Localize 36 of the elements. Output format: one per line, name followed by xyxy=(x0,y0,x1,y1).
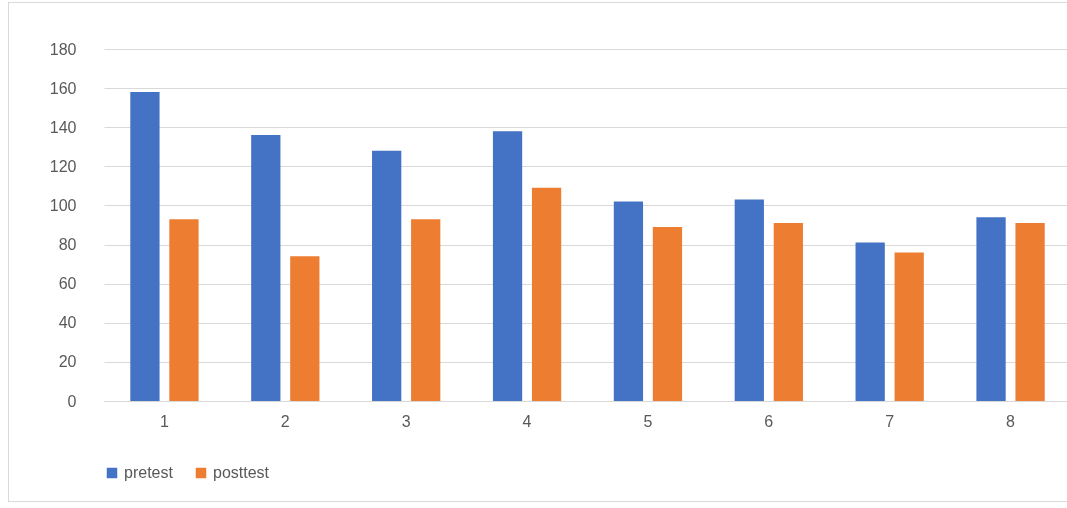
y-tick-label: 140 xyxy=(49,118,77,136)
y-tick-label: 120 xyxy=(49,157,77,175)
y-tick-label: 180 xyxy=(49,40,77,58)
bar xyxy=(613,201,644,401)
x-tick-label: 4 xyxy=(522,412,532,430)
legend-label: pretest xyxy=(124,464,174,481)
bar xyxy=(894,252,924,401)
y-tick-label: 40 xyxy=(58,314,77,332)
x-tick-label: 6 xyxy=(764,412,774,430)
x-tick-label: 2 xyxy=(280,412,290,430)
x-tick-label: 5 xyxy=(643,412,653,430)
x-tick-label: 7 xyxy=(885,412,895,430)
y-tick-label: 0 xyxy=(67,392,77,410)
bar xyxy=(734,199,764,401)
bar xyxy=(251,135,281,401)
bar xyxy=(773,223,803,401)
bar xyxy=(976,217,1006,401)
bar xyxy=(130,92,160,401)
x-tick-label: 1 xyxy=(159,412,169,430)
bar xyxy=(169,219,199,401)
legend-label: posttest xyxy=(213,464,270,481)
bar xyxy=(411,219,441,401)
y-tick-label: 80 xyxy=(58,236,77,254)
y-tick-label: 160 xyxy=(49,79,77,97)
bar xyxy=(531,187,562,401)
y-tick-label: 100 xyxy=(49,196,77,214)
bar xyxy=(290,256,320,401)
bar xyxy=(1015,223,1045,401)
y-tick-label: 20 xyxy=(58,353,77,371)
bar xyxy=(652,226,683,401)
bar xyxy=(492,131,523,401)
x-tick-label: 8 xyxy=(1006,412,1016,430)
x-tick-label: 3 xyxy=(401,412,411,430)
y-tick-label: 60 xyxy=(58,275,77,293)
bar xyxy=(855,242,885,401)
bar xyxy=(372,150,402,401)
